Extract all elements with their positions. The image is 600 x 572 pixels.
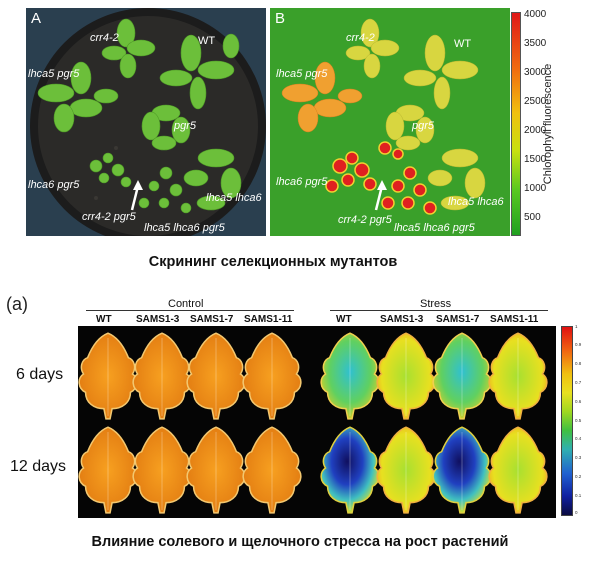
- bottom-colorbar-tick: 1: [575, 324, 578, 329]
- bottom-colorbar-tick: 0.6: [575, 399, 582, 404]
- panel-a-label-crr4-2: crr4-2: [90, 32, 119, 44]
- bottom-colorbar-tick: 0.2: [575, 474, 582, 479]
- top-colorbar-tick: 4000: [524, 9, 547, 20]
- top-colorbar-tick: 2000: [524, 125, 547, 136]
- col-header-stress-sams1-7: SAMS1-7: [436, 314, 480, 325]
- bottom-figure: (a) Control Stress WT SAMS1-3 SAMS1-7 SA…: [0, 284, 600, 572]
- bottom-colorbar-tick: 0: [575, 510, 578, 515]
- panel-a-label-crr4-2-pgr5: crr4-2 pgr5: [82, 211, 136, 223]
- panel-b-label-pgr5: pgr5: [412, 120, 435, 132]
- panel-b-label-crr4-2-pgr5: crr4-2 pgr5: [338, 214, 392, 226]
- group-label-control: Control: [168, 298, 204, 310]
- top-colorbar-tick: 2500: [524, 96, 547, 107]
- panel-a-label-lhca5-lhca6-pgr5: lhca5 lhca6 pgr5: [144, 222, 225, 234]
- top-colorbar-tick: 1500: [524, 154, 547, 165]
- panel-b-label-lhca6-pgr5: lhca6 pgr5: [276, 176, 328, 188]
- row-label-12-days: 12 days: [10, 458, 67, 475]
- leaf-image-grid: [78, 326, 556, 518]
- panel-a-label-lhca5-pgr5: lhca5 pgr5: [28, 68, 80, 80]
- top-colorbar-label: Chlorophyll fluorescence: [542, 63, 554, 185]
- bottom-panel-letter: (a): [6, 294, 28, 314]
- panel-b: B crr4-2 WT lhca5 pgr5 pgr5 lhca6 pgr5 l…: [270, 8, 510, 236]
- panel-b-label-lhca5-lhca6: lhca5 lhca6: [448, 196, 504, 208]
- bottom-colorbar-tick: 0.8: [575, 361, 582, 366]
- panel-a-label-pgr5: pgr5: [174, 120, 197, 132]
- col-header-stress-sams1-3: SAMS1-3: [380, 314, 424, 325]
- panel-a: A crr4-2 WT lhca5 pgr5 pgr5 lhca6 pgr5 l…: [26, 8, 266, 236]
- top-colorbar-tick: 3000: [524, 67, 547, 78]
- panel-a-letter: A: [31, 10, 42, 27]
- col-header-control-wt: WT: [96, 314, 112, 325]
- top-colorbar-tick: 3500: [524, 38, 547, 49]
- leaf-images: [78, 326, 548, 518]
- panel-b-letter: B: [275, 10, 286, 27]
- panel-b-label-lhca5-pgr5: lhca5 pgr5: [276, 68, 328, 80]
- col-header-control-sams1-7: SAMS1-7: [190, 314, 234, 325]
- col-header-stress-sams1-11: SAMS1-11: [490, 314, 539, 325]
- top-colorbar: [511, 12, 521, 236]
- col-header-control-sams1-11: SAMS1-11: [244, 314, 293, 325]
- col-header-stress-wt: WT: [336, 314, 352, 325]
- bottom-colorbar-tick: 0.3: [575, 455, 582, 460]
- bottom-colorbar-tick: 0.9: [575, 342, 582, 347]
- bottom-colorbar-tick: 0.4: [575, 436, 582, 441]
- row-label-6-days: 6 days: [16, 366, 64, 383]
- bottom-colorbar-tick: 0.7: [575, 380, 582, 385]
- top-caption: Скрининг селекционных мутантов: [148, 254, 398, 270]
- panel-b-plants: [281, 18, 486, 215]
- top-colorbar-tick: 1000: [524, 183, 547, 194]
- panel-a-label-wt: WT: [198, 35, 216, 47]
- bottom-caption: Влияние солевого и щелочного стресса на …: [91, 534, 509, 550]
- top-figure: A crr4-2 WT lhca5 pgr5 pgr5 lhca6 pgr5 l…: [0, 0, 600, 280]
- panel-a-plants: [30, 8, 266, 236]
- col-header-control-sams1-3: SAMS1-3: [136, 314, 180, 325]
- group-line-stress: [330, 310, 548, 311]
- panel-b-label-wt: WT: [454, 38, 472, 50]
- bottom-colorbar-tick: 0.1: [575, 493, 582, 498]
- group-label-stress: Stress: [420, 298, 452, 310]
- top-colorbar-tick: 500: [524, 212, 541, 223]
- bottom-colorbar: [561, 326, 573, 516]
- panel-a-label-lhca6-pgr5: lhca6 pgr5: [28, 179, 80, 191]
- group-line-control: [86, 310, 294, 311]
- panel-b-label-lhca5-lhca6-pgr5: lhca5 lhca6 pgr5: [394, 222, 475, 234]
- panel-a-label-lhca5-lhca6: lhca5 lhca6: [206, 192, 262, 204]
- panel-b-label-crr4-2: crr4-2: [346, 32, 375, 44]
- bottom-colorbar-tick: 0.5: [575, 418, 582, 423]
